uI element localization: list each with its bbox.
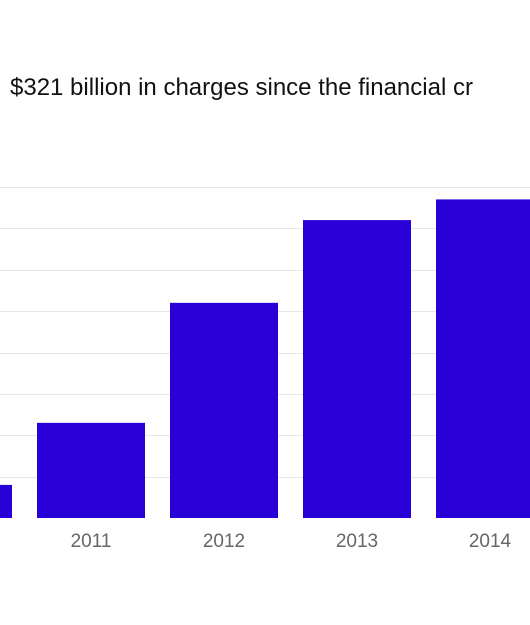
bars — [0, 199, 530, 518]
chart-title: $321 billion in charges since the financ… — [10, 74, 473, 101]
bar-2010 — [0, 484, 12, 518]
x-tick-label-2013: 2013 — [336, 531, 378, 552]
bar-2014 — [436, 199, 530, 518]
bar-2013 — [303, 220, 411, 518]
bar-2011 — [37, 422, 145, 518]
x-tick-label-2012: 2012 — [203, 531, 245, 552]
x-tick-label-2014: 2014 — [469, 531, 512, 552]
x-axis-tick-labels: 20102011201220132014 — [71, 531, 512, 552]
bar-2012 — [170, 302, 278, 518]
x-tick-label-2011: 2011 — [71, 531, 112, 552]
